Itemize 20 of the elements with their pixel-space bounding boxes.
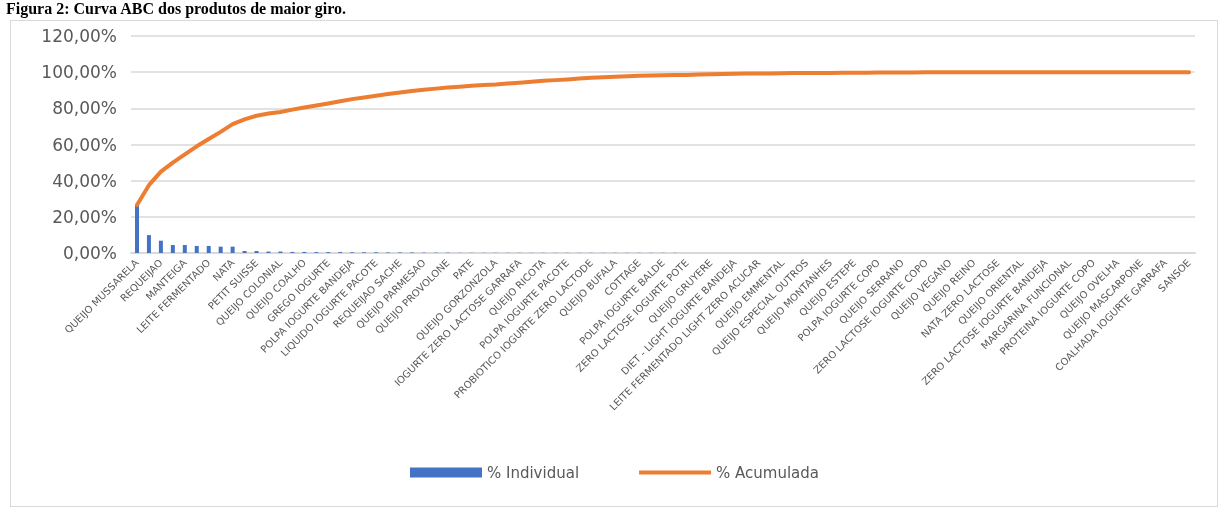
chart-title: Figura 2: Curva ABC dos produtos de maior giro. xyxy=(6,0,347,18)
bar xyxy=(158,240,163,253)
bar xyxy=(206,245,211,253)
y-tick-label: 100,00% xyxy=(41,62,117,83)
legend-label: % Acumulada xyxy=(716,463,820,482)
y-tick-label: 40,00% xyxy=(52,170,117,191)
bar xyxy=(170,245,175,253)
y-tick-label: 120,00% xyxy=(41,26,117,46)
y-tick-label: 80,00% xyxy=(52,98,117,119)
bar xyxy=(218,246,223,253)
bar xyxy=(182,245,187,253)
y-tick-label: 0,00% xyxy=(62,243,117,263)
y-tick-label: 20,00% xyxy=(52,206,117,227)
bar xyxy=(230,246,235,253)
bar xyxy=(134,205,139,253)
line-series xyxy=(134,70,1192,208)
bar xyxy=(146,235,151,253)
legend-label: % Individual xyxy=(486,463,580,482)
bar xyxy=(194,245,199,253)
y-tick-label: 60,00% xyxy=(52,134,117,155)
